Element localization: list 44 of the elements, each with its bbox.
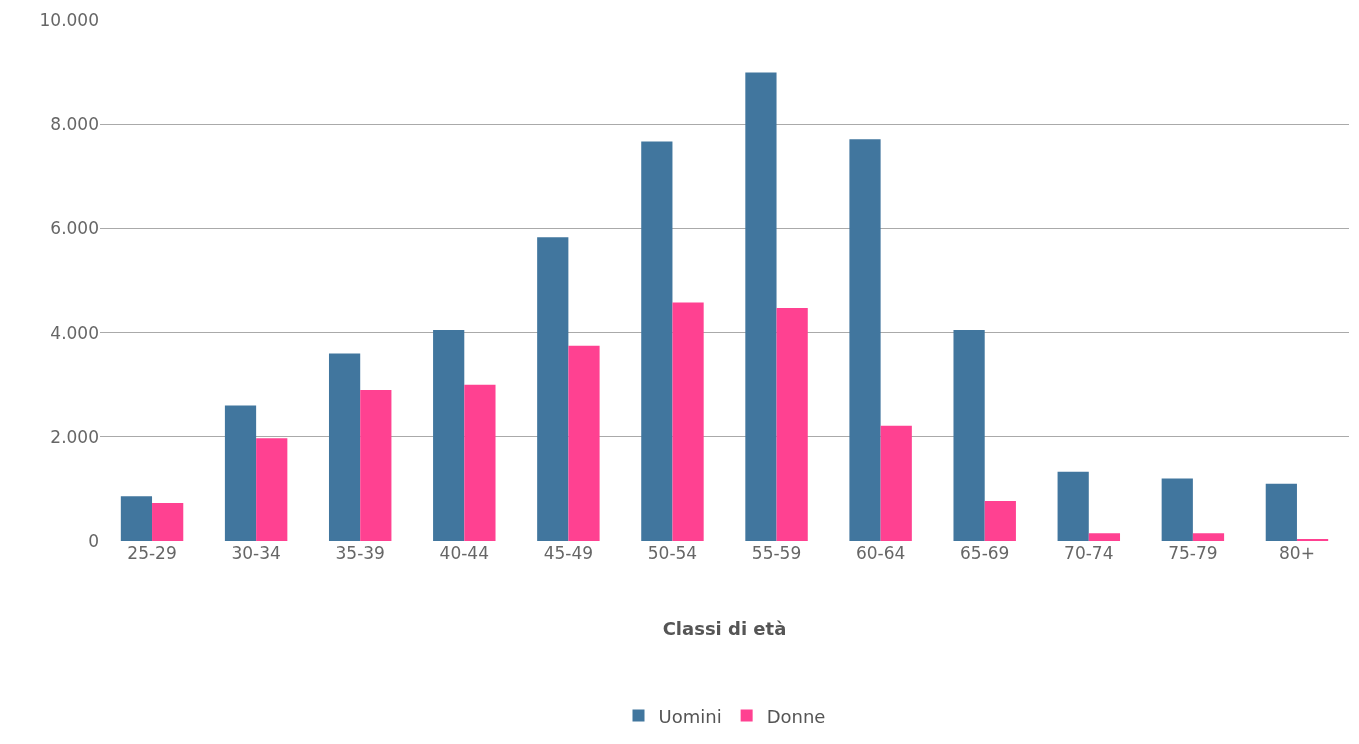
- x-tick-label: 75-79: [1168, 543, 1218, 563]
- bar: [776, 308, 808, 541]
- x-tick-label: 60-64: [855, 543, 906, 563]
- y-tick-label: 6.000: [50, 218, 99, 239]
- x-tick-label: 65-69: [960, 543, 1010, 563]
- x-tick-label: 25-29: [127, 543, 177, 563]
- x-tick-label: 45-49: [543, 543, 594, 563]
- x-tick-label: 50-54: [647, 543, 698, 563]
- bar: [641, 141, 673, 541]
- x-tick-label: 35-39: [335, 543, 385, 563]
- bar: [880, 425, 912, 541]
- bar: [433, 330, 465, 541]
- bar: [1057, 471, 1089, 541]
- legend-label: Donne: [766, 705, 826, 727]
- x-tick-label: 30-34: [231, 543, 281, 563]
- bar: [328, 353, 361, 541]
- bar: [849, 139, 881, 541]
- bar: [953, 330, 985, 541]
- bar: [152, 502, 184, 541]
- x-tick-label: 70-74: [1064, 543, 1114, 563]
- bar: [1088, 533, 1121, 541]
- legend-label: Uomini: [658, 705, 722, 727]
- bar: [984, 500, 1016, 541]
- bar: [464, 384, 496, 541]
- x-tick-label: 40-44: [439, 543, 489, 563]
- y-tick-label: 0: [88, 530, 99, 551]
- y-tick-label: 2.000: [50, 426, 99, 447]
- x-tick-label: 55-59: [751, 543, 802, 563]
- bar: [224, 405, 257, 541]
- bar: [1192, 533, 1225, 541]
- bar: [120, 496, 153, 541]
- bar: [256, 438, 288, 541]
- bar: [672, 302, 704, 541]
- x-tick-label: 80+: [1279, 543, 1315, 563]
- y-tick-label: 8.000: [50, 114, 99, 135]
- bar: [1265, 483, 1297, 541]
- bar: [360, 389, 392, 541]
- bar: [745, 72, 777, 541]
- bar: [1161, 478, 1193, 541]
- bar: [537, 237, 569, 541]
- x-axis-title: Classi di età: [662, 618, 787, 640]
- bar: [568, 345, 600, 541]
- y-tick-label: 10.000: [39, 9, 99, 30]
- y-tick-label: 4.000: [50, 322, 99, 343]
